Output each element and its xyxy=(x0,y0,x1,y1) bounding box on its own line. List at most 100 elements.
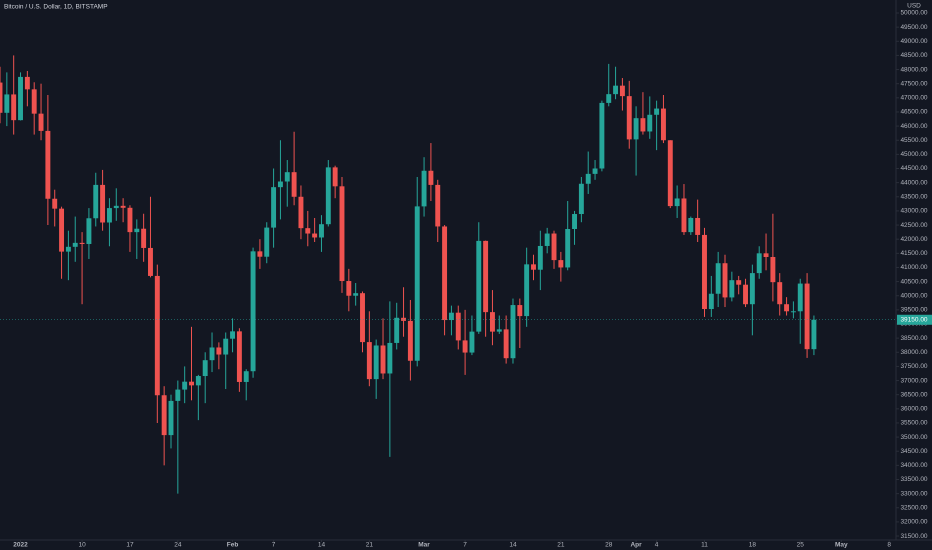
y-tick-label: 39500.00 xyxy=(900,307,927,314)
candle-body xyxy=(770,256,776,283)
candle-body xyxy=(360,293,365,343)
candle-body xyxy=(790,311,796,313)
candle-body xyxy=(339,186,345,282)
candle-body xyxy=(428,170,434,185)
candle-body xyxy=(59,208,65,252)
y-tick-label: 37000.00 xyxy=(900,377,927,384)
x-tick-label: 8 xyxy=(887,542,891,549)
candle-body xyxy=(572,214,577,230)
candle-body xyxy=(702,234,707,310)
x-tick-label: 21 xyxy=(557,542,565,549)
y-tick-label: 40500.00 xyxy=(900,278,927,285)
y-axis-label: USD xyxy=(907,3,921,10)
candle-body xyxy=(565,229,571,268)
candle-body xyxy=(797,283,803,312)
x-tick-label: 7 xyxy=(463,542,467,549)
candle-body xyxy=(134,228,140,233)
candle-body xyxy=(189,381,194,386)
candle-body xyxy=(277,181,283,188)
x-tick-label: 4 xyxy=(655,542,659,549)
candle-body xyxy=(578,183,584,215)
y-tick-label: 42500.00 xyxy=(900,222,927,229)
y-tick-label: 36000.00 xyxy=(900,406,927,413)
candle-body xyxy=(448,312,454,321)
candle-body xyxy=(462,340,468,353)
candle-body xyxy=(722,263,728,298)
candle-body xyxy=(585,173,591,184)
candle-body xyxy=(640,118,646,132)
candle-body xyxy=(715,263,721,294)
y-tick-label: 31500.00 xyxy=(900,533,927,540)
candle-body xyxy=(695,217,701,235)
y-tick-label: 46000.00 xyxy=(900,123,927,130)
x-tick-label: 10 xyxy=(78,542,86,549)
candle-body xyxy=(0,82,3,113)
y-tick-label: 45500.00 xyxy=(900,137,927,144)
y-tick-label: 43000.00 xyxy=(900,208,927,215)
candle-body xyxy=(763,253,769,257)
y-tick-label: 48500.00 xyxy=(900,52,927,59)
candle-body xyxy=(606,94,612,103)
candle-body xyxy=(777,282,783,305)
candle-body xyxy=(811,319,817,350)
candle-body xyxy=(667,140,673,207)
candle-body xyxy=(681,198,687,233)
candle-body xyxy=(455,312,461,341)
candle-body xyxy=(127,207,133,233)
y-tick-label: 43500.00 xyxy=(900,193,927,200)
candle-body xyxy=(633,118,639,140)
candle-body xyxy=(435,184,441,227)
candle-body xyxy=(380,345,386,374)
candle-body xyxy=(223,338,229,355)
candle-body xyxy=(551,233,557,261)
candle-body xyxy=(366,342,372,380)
candle-body xyxy=(271,187,277,228)
candle-body xyxy=(45,130,51,199)
x-tick-label: 11 xyxy=(701,542,708,549)
candle-body xyxy=(291,172,297,197)
candle-body xyxy=(531,264,536,270)
candle-body xyxy=(243,371,249,382)
candle-body xyxy=(346,281,352,296)
candle-body xyxy=(503,329,509,359)
candle-body xyxy=(387,342,393,374)
candle-body xyxy=(4,94,10,113)
candle-body xyxy=(401,317,407,321)
candle-body xyxy=(86,218,92,244)
y-tick-label: 40000.00 xyxy=(900,292,927,299)
y-tick-label: 45000.00 xyxy=(900,151,927,158)
candle-body xyxy=(510,305,516,359)
y-tick-label: 37500.00 xyxy=(900,363,927,370)
candle-body xyxy=(72,242,78,247)
candle-body xyxy=(195,376,201,386)
candle-body xyxy=(729,280,735,298)
y-tick-label: 41000.00 xyxy=(900,264,927,271)
candle-body xyxy=(674,198,680,207)
y-tick-label: 47500.00 xyxy=(900,80,927,87)
candle-body xyxy=(52,198,58,209)
last-price-tag xyxy=(897,314,932,325)
candle-body xyxy=(619,85,625,97)
candle-body xyxy=(414,206,420,361)
candle-body xyxy=(284,172,290,182)
candle-body xyxy=(660,108,666,141)
candle-body xyxy=(209,347,215,361)
candle-body xyxy=(216,347,222,355)
candle-body xyxy=(407,320,413,361)
candle-body xyxy=(736,280,742,285)
candle-body xyxy=(24,76,30,90)
candle-body xyxy=(544,233,550,246)
candle-body xyxy=(298,196,304,229)
candle-body xyxy=(496,329,502,332)
y-tick-label: 42000.00 xyxy=(900,236,927,243)
y-tick-label: 49500.00 xyxy=(900,24,927,31)
candle-body xyxy=(161,395,167,436)
x-tick-label: 18 xyxy=(749,542,757,549)
candle-body xyxy=(654,108,660,115)
candle-body xyxy=(31,89,37,114)
candle-body xyxy=(236,331,242,382)
candle-body xyxy=(38,113,44,131)
y-tick-label: 44500.00 xyxy=(900,165,927,172)
